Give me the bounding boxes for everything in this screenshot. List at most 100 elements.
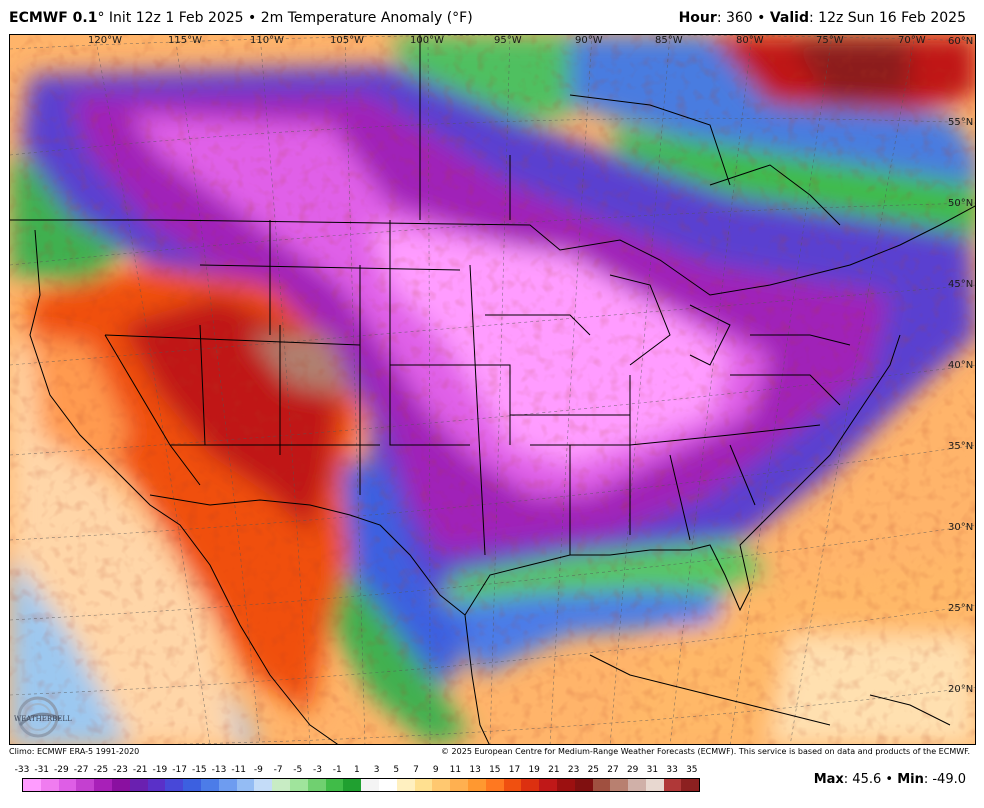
max-label: Max [813, 772, 844, 787]
legend-swatch [414, 779, 433, 791]
legend-swatch [325, 779, 344, 791]
legend-tick-label: 33 [666, 765, 678, 775]
graticule [10, 35, 975, 744]
lon-label: 70°W [898, 35, 926, 46]
legend-swatch [76, 779, 95, 791]
legend-tick-label: -17 [172, 765, 187, 775]
legend-tick-label: 31 [646, 765, 659, 775]
legend-tick-label: -25 [93, 765, 109, 775]
lon-label: 90°W [575, 35, 603, 46]
legend-tick-label: -1 [332, 765, 342, 775]
legend-tick-label: -19 [152, 765, 168, 775]
legend-swatch [23, 779, 41, 791]
legend-tick-label: 7 [413, 765, 419, 775]
legend-swatch [432, 779, 451, 791]
legend-tick-label: 3 [373, 765, 380, 775]
lon-label: 120°W [88, 35, 122, 46]
lon-label: 100°W [410, 35, 444, 46]
logo-text: WEATHERBELL [14, 715, 72, 723]
legend-tick-label: 11 [449, 765, 462, 775]
legend-tick-label: -9 [253, 765, 263, 775]
valid-value: : 12z Sun 16 Feb 2025 [809, 10, 966, 26]
legend-swatch [574, 779, 593, 791]
lat-label: 25°N [948, 603, 974, 614]
lat-label: 40°N [948, 360, 974, 371]
legend-tick-label: 9 [432, 765, 439, 775]
legend-tick-label: -29 [54, 765, 69, 775]
legend-tick-label: 29 [626, 765, 639, 775]
legend-tick-label: -27 [73, 765, 89, 775]
legend-swatch [111, 779, 130, 791]
lon-label: 115°W [168, 35, 202, 46]
legend-tick-label: 27 [607, 765, 619, 775]
hour-label: Hour [678, 10, 717, 26]
legend-swatch [272, 779, 290, 791]
legend-tick-label: -31 [34, 765, 50, 775]
legend-swatch [467, 779, 486, 791]
legend-tick-label: -23 [113, 765, 128, 775]
map-title: ECMWF 0.1° Init 12z 1 Feb 2025 • 2m Temp… [9, 10, 473, 26]
legend-swatch [361, 779, 379, 791]
legend-swatch [378, 779, 397, 791]
legend-swatch [592, 779, 611, 791]
lat-label: 20°N [948, 684, 974, 695]
legend-swatch [539, 779, 557, 791]
lon-label: 110°W [250, 35, 284, 46]
legend-tick-label: -11 [231, 765, 247, 775]
legend-tick-label: 25 [587, 765, 600, 775]
legend-swatch [645, 779, 664, 791]
legend-swatch [450, 779, 468, 791]
legend-swatch [218, 779, 237, 791]
legend-tick-label: 1 [354, 765, 360, 775]
lon-label: 85°W [655, 35, 683, 46]
borders [10, 35, 975, 744]
legend-tick-label: -3 [313, 765, 322, 775]
min-label: Min [897, 772, 924, 787]
legend-swatch [58, 779, 77, 791]
legend-swatch [254, 779, 273, 791]
lat-label: 35°N [948, 441, 974, 452]
legend-swatch [681, 779, 700, 791]
legend-tick-label: -15 [191, 765, 207, 775]
legend-swatch [556, 779, 575, 791]
legend-tick-label: -5 [293, 765, 303, 775]
model-name: ECMWF 0.1 [9, 10, 98, 26]
valid-time: Hour: 360 • Valid: 12z Sun 16 Feb 2025 [679, 10, 966, 26]
lat-label: 60°N [948, 36, 974, 47]
valid-label: Valid [769, 10, 809, 26]
legend-swatch [183, 779, 201, 791]
header: ECMWF 0.1° Init 12z 1 Feb 2025 • 2m Temp… [0, 0, 984, 34]
copyright-note: © 2025 European Centre for Medium-Range … [441, 747, 970, 756]
legend-tick-label: -13 [211, 765, 227, 775]
legend-swatch [663, 779, 682, 791]
legend-tick-label: 5 [393, 765, 400, 775]
legend-swatch [610, 779, 629, 791]
hour-value: : 360 • [716, 10, 770, 26]
legend-swatch [236, 779, 255, 791]
lon-label: 80°W [736, 35, 764, 46]
legend-swatch [628, 779, 646, 791]
legend-swatch [396, 779, 415, 791]
legend-tick-label: 13 [469, 765, 481, 775]
max-min-stats: Max: 45.6 • Min: -49.0 [814, 772, 966, 787]
legend-tick-label: 23 [567, 765, 580, 775]
legend-swatch [307, 779, 326, 791]
legend-swatch [521, 779, 540, 791]
lat-label: 55°N [948, 117, 974, 128]
anomaly-map[interactable]: 120°W 115°W 110°W 105°W 100°W 95°W 90°W … [9, 34, 976, 745]
legend-tick-label: -33 [14, 765, 30, 775]
max-value: : 45.6 • [843, 772, 898, 787]
legend-tick-labels: -33 -31 -29 -27 -25 -23 -21 -19 -17 -15 -13 -11 -9 -7… [14, 765, 714, 777]
weatherbell-logo: WEATHERBELL [14, 696, 72, 738]
map-canvas [10, 35, 975, 744]
lat-label: 50°N [948, 198, 974, 209]
legend-swatch [343, 779, 362, 791]
legend-swatch [94, 779, 112, 791]
lat-label: 30°N [948, 522, 974, 533]
init-description: ° Init 12z 1 Feb 2025 • 2m Temperature A… [97, 10, 473, 26]
legend-tick-label: 21 [548, 765, 560, 775]
climo-note: Climo: ECMWF ERA-5 1991-2020 [9, 747, 140, 756]
lon-label: 75°W [816, 35, 844, 46]
legend-tick-label: 19 [528, 765, 540, 775]
legend-swatch [165, 779, 184, 791]
